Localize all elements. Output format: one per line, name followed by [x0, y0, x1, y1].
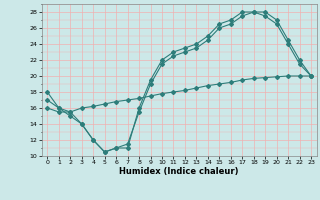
- X-axis label: Humidex (Indice chaleur): Humidex (Indice chaleur): [119, 167, 239, 176]
